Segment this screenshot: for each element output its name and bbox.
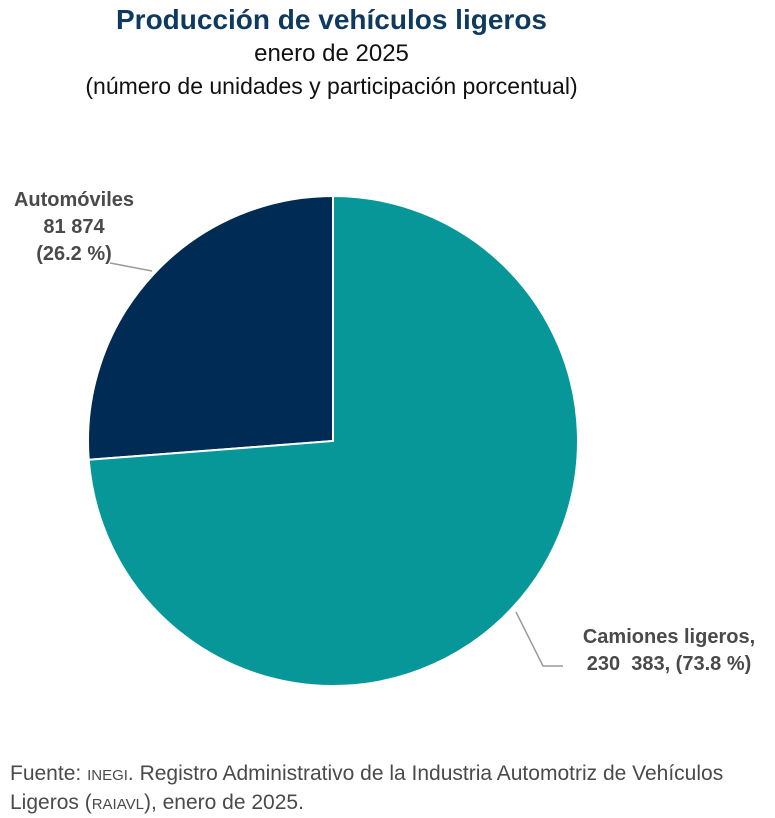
pie-slice-camiones-ligeros [87,194,579,687]
leader-line-camiones-ligeros [515,611,563,667]
label-automoviles-line-1: Automóviles [14,189,134,211]
pie-slices [87,194,579,687]
source-note: Fuente: INEGI. Registro Administrativo d… [10,760,750,818]
pie-slice-automoviles [87,194,334,461]
source-abbr: RAIAVL [91,796,144,813]
chart-title: Producción de vehículos ligeros [116,4,547,35]
pie-chart: Automóviles 81 874 (26.2 %) Camiones ligero… [14,189,755,687]
chart-subtitle: enero de 2025 [254,40,409,67]
source-suffix: ), enero de 2025. [143,791,304,814]
label-automoviles-line-3: (26.2 %) [36,243,112,265]
chart-units-note: (número de unidades y participación porc… [85,73,578,99]
label-automoviles-line-2: 81 874 [43,216,105,238]
label-camiones-ligeros-line-1: Camiones ligeros, [583,626,755,648]
slice-labels: Automóviles 81 874 (26.2 %) Camiones ligero… [14,189,755,675]
label-camiones-ligeros-line-2: 230 383, (73.8 %) [587,653,752,675]
source-mid: . Registro Administrativo de la Industri… [10,762,724,814]
source-org: INEGI [87,767,128,784]
leader-line-automoviles [109,262,153,272]
source-prefix: Fuente: [10,762,88,785]
leader-lines [109,262,563,667]
